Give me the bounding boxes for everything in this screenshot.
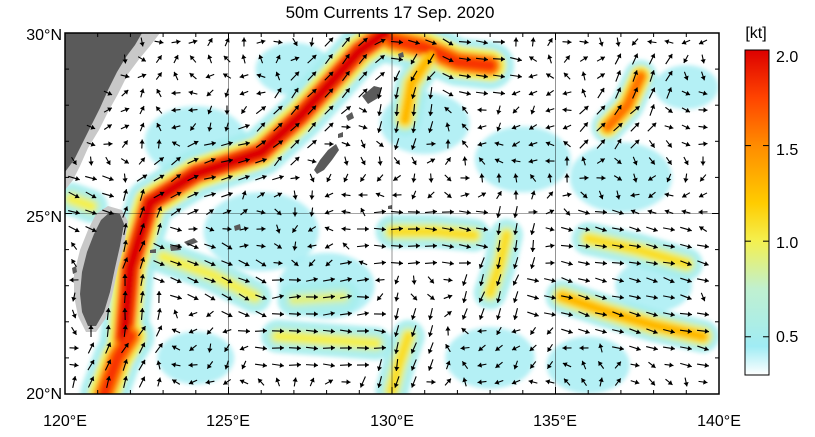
map-title: 50m Currents 17 Sep. 2020 — [286, 3, 495, 22]
colorbar-gradient — [745, 50, 769, 375]
colorbar-label-0-5: 0.5 — [776, 329, 798, 346]
lon-label-130: 130°E — [370, 413, 414, 430]
colorbar-unit: [kt] — [745, 25, 766, 42]
colorbar-label-2-0: 2.0 — [776, 49, 798, 66]
weak-current-patch — [475, 126, 571, 192]
lon-axis-labels: 120°E 125°E 130°E 135°E 140°E — [43, 413, 741, 430]
lat-axis-labels: 20°N 25°N 30°N — [26, 27, 62, 403]
lat-label-25: 25°N — [26, 209, 62, 226]
lon-label-125: 125°E — [206, 413, 250, 430]
weak-current-patch — [157, 332, 234, 385]
lon-label-135: 135°E — [533, 413, 577, 430]
lon-label-140: 140°E — [697, 413, 741, 430]
colorbar-label-1-0: 1.0 — [776, 235, 798, 252]
lat-label-30: 30°N — [26, 27, 62, 44]
colorbar: [kt] 2.0 1.5 1.0 0.5 — [745, 25, 798, 375]
map-area — [65, 33, 719, 394]
colorbar-label-1-5: 1.5 — [776, 142, 798, 159]
weak-current-patch — [445, 327, 535, 389]
lat-label-20: 20°N — [26, 386, 62, 403]
current-speed-band — [392, 232, 474, 236]
weak-current-patch — [654, 65, 718, 109]
lon-label-120: 120°E — [43, 413, 87, 430]
current-speed-band — [294, 297, 343, 301]
